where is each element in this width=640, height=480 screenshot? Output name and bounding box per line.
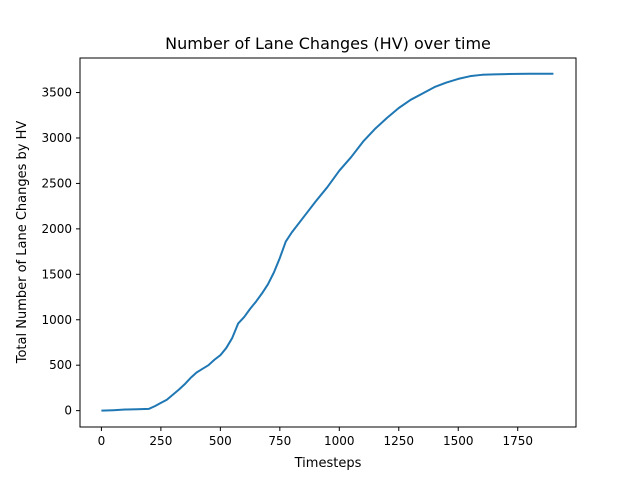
x-tick-label: 1750: [502, 434, 533, 448]
plot-area: [101, 72, 554, 412]
y-tick-label: 3000: [41, 131, 72, 145]
series-line-0: [101, 72, 554, 412]
x-tick-label: 500: [209, 434, 232, 448]
y-tick-label: 2500: [41, 176, 72, 190]
y-tick-label: 1500: [41, 267, 72, 281]
x-axis-ticks: 0 250 500 750 1000 1250 1500 1750: [98, 427, 533, 448]
y-tick-label: 500: [49, 358, 72, 372]
chart-title: Number of Lane Changes (HV) over time: [165, 34, 491, 53]
x-tick-label: 1250: [383, 434, 414, 448]
x-tick-label: 750: [268, 434, 291, 448]
y-axis-ticks: 0 500 1000 1500 2000 2500 3000 3500: [41, 86, 80, 418]
x-axis-label: Timesteps: [294, 456, 362, 471]
x-tick-label: 250: [149, 434, 172, 448]
x-tick-label: 1000: [324, 434, 355, 448]
y-tick-label: 3500: [41, 86, 72, 100]
x-tick-label: 1500: [443, 434, 474, 448]
y-tick-label: 2000: [41, 222, 72, 236]
y-tick-label: 0: [64, 404, 72, 418]
axes-frame: [79, 57, 577, 428]
x-tick-label: 0: [98, 434, 106, 448]
y-tick-label: 1000: [41, 313, 72, 327]
y-axis-label: Total Number of Lane Changes by HV: [15, 121, 30, 365]
